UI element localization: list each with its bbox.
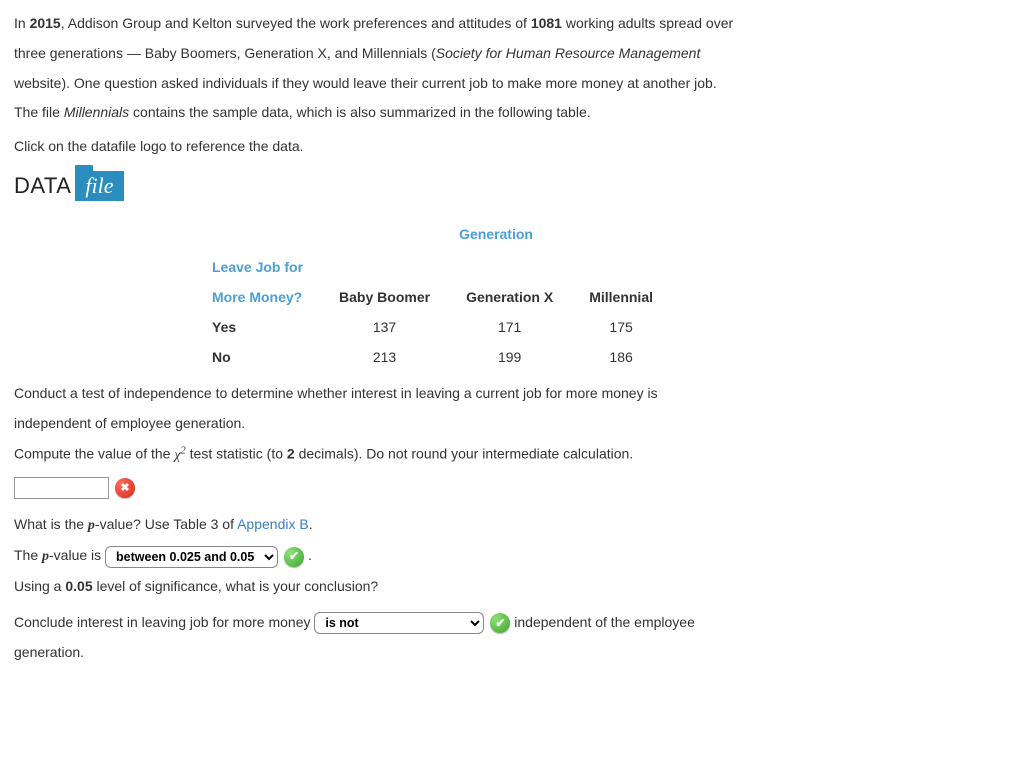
click-instruction: Click on the datafile logo to reference … (14, 135, 1010, 159)
intro-line3: website). One question asked individuals… (14, 72, 1010, 96)
text: The file (14, 104, 64, 120)
col-generation-x: Generation X (448, 283, 571, 313)
col-baby-boomer: Baby Boomer (321, 283, 448, 313)
intro-line4: The file Millennials contains the sample… (14, 101, 1010, 125)
text: level of significance, what is your conc… (93, 578, 379, 594)
file-name: Millennials (64, 104, 129, 120)
text: Conclude interest in leaving job for mor… (14, 614, 311, 630)
row-label-no: No (194, 343, 321, 373)
text: The (14, 547, 42, 563)
datafile-data-text: DATA (14, 167, 71, 204)
p-symbol: p (42, 549, 49, 564)
p-value-question: What is the p-value? Use Table 3 of Appe… (14, 513, 1010, 538)
cell: 199 (448, 343, 571, 373)
intro-line1: In 2015, Addison Group and Kelton survey… (14, 12, 1010, 36)
conclusion-line-2: generation. (14, 641, 1010, 665)
significance-question: Using a 0.05 level of significance, what… (14, 575, 1010, 599)
text: working adults spread over (562, 15, 733, 31)
correct-icon (490, 613, 510, 633)
text: . (309, 516, 313, 532)
wrong-icon (115, 478, 135, 498)
question-1b: independent of employee generation. (14, 412, 1010, 436)
year: 2015 (30, 15, 61, 31)
row-label-yes: Yes (194, 313, 321, 343)
source-name: Society for Human Resource Management (436, 45, 701, 61)
folder-icon: file (75, 171, 123, 201)
data-table-wrap: Generation Leave Job for More Money? Bab… (194, 220, 1010, 372)
generation-header: Generation (321, 220, 671, 253)
text: . (308, 547, 312, 563)
question-2: Compute the value of the χ2 test statist… (14, 442, 1010, 467)
chi-square-input[interactable] (14, 477, 109, 499)
p-value-answer-line: The p-value is between 0.025 and 0.05 . (14, 544, 1010, 569)
appendix-link[interactable]: Appendix B (237, 516, 309, 532)
col-millennial: Millennial (571, 283, 671, 313)
table-row: No 213 199 186 (194, 343, 671, 373)
text: -value is (49, 547, 101, 563)
cell: 175 (571, 313, 671, 343)
sample-size: 1081 (531, 15, 562, 31)
text: contains the sample data, which is also … (129, 104, 590, 120)
cell: 213 (321, 343, 448, 373)
datafile-file-text: file (85, 167, 113, 204)
row-header-1: Leave Job for (194, 253, 321, 283)
correct-icon (284, 547, 304, 567)
text: Compute the value of the (14, 446, 174, 462)
text: three generations — Baby Boomers, Genera… (14, 45, 436, 61)
question-1a: Conduct a test of independence to determ… (14, 382, 1010, 406)
decimals: 2 (287, 446, 295, 462)
text: , Addison Group and Kelton surveyed the … (61, 15, 531, 31)
conclusion-select[interactable]: is not (314, 612, 484, 634)
text: test statistic (to (186, 446, 287, 462)
text: -value? Use Table 3 of (95, 516, 237, 532)
intro-line2: three generations — Baby Boomers, Genera… (14, 42, 1010, 66)
table-row: Yes 137 171 175 (194, 313, 671, 343)
alpha-level: 0.05 (65, 578, 92, 594)
cell: 137 (321, 313, 448, 343)
cell: 186 (571, 343, 671, 373)
text: What is the (14, 516, 88, 532)
chi-square-answer-row (14, 477, 1010, 499)
p-symbol: p (88, 518, 95, 533)
datafile-logo[interactable]: DATA file (14, 167, 1010, 204)
text: Using a (14, 578, 65, 594)
p-value-select[interactable]: between 0.025 and 0.05 (105, 546, 278, 568)
text: decimals). Do not round your intermediat… (295, 446, 634, 462)
row-header-2: More Money? (194, 283, 321, 313)
data-table: Generation Leave Job for More Money? Bab… (194, 220, 671, 372)
cell: 171 (448, 313, 571, 343)
conclusion-line: Conclude interest in leaving job for mor… (14, 611, 1010, 635)
text: In (14, 15, 30, 31)
text: independent of the employee (514, 614, 695, 630)
